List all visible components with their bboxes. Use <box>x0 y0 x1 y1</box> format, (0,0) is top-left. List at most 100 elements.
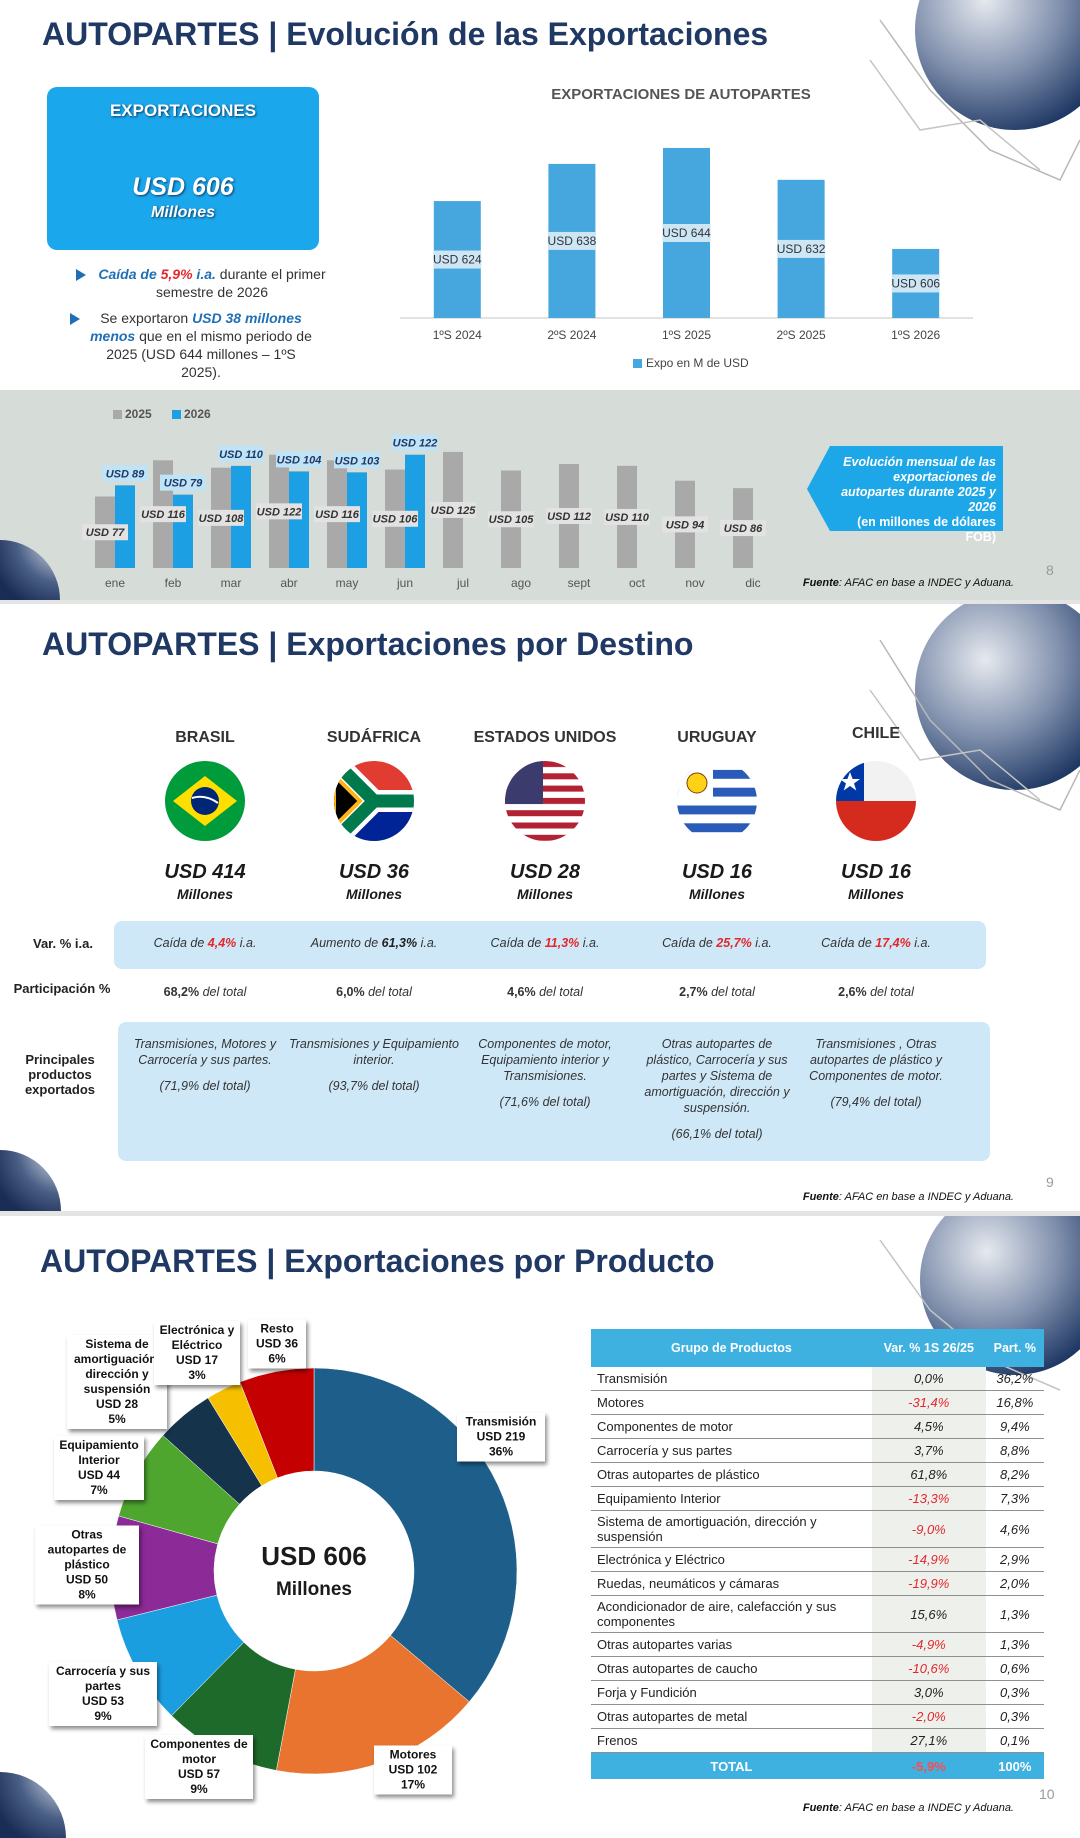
network-line <box>879 19 1080 181</box>
variation-text: i.a. <box>751 936 772 950</box>
value-label: USD 77 <box>86 527 125 539</box>
decoration <box>165 761 245 841</box>
page-number: 10 <box>1039 1786 1055 1802</box>
value-label-bg <box>433 250 482 269</box>
slice-percent: 9% <box>190 1782 208 1796</box>
bullet: Se exportaron USD 38 millones menos que … <box>86 309 316 381</box>
table-cell: 0,0% <box>871 1367 986 1391</box>
header-cell: Var. % 1S 26/25 <box>871 1329 986 1367</box>
box-value: USD 606 <box>132 173 234 201</box>
x-tick-label: ago <box>511 576 531 590</box>
value-label: USD 110 <box>605 512 650 524</box>
table-header: Grupo de Productos Var. % 1S 26/25 Part. % <box>591 1329 1044 1367</box>
bullet-marker <box>76 269 86 281</box>
slice-value: USD 28 <box>95 1397 139 1411</box>
country-amount: USD 16 <box>840 861 912 883</box>
table-row: Equipamiento Interior -13,3% 7,3% <box>591 1486 1044 1511</box>
decoration <box>0 0 1080 600</box>
table-row: Sistema de amortiguación, dirección y su… <box>591 1510 1044 1548</box>
value-label-bg <box>82 524 128 541</box>
table-cell: 4,6% <box>985 1510 1044 1548</box>
value-label: USD 638 <box>548 234 597 248</box>
flag-sudafrica <box>334 761 414 841</box>
variation-text: Aumento de <box>310 936 382 950</box>
country-unit: Millones <box>688 886 746 902</box>
slice-label: Electrónica y Eléctrico USD 17 3% <box>154 1321 240 1385</box>
share-value: 6,0% <box>336 985 365 999</box>
slice-name: Resto <box>260 1321 294 1336</box>
table-cell: -10,6% <box>871 1656 986 1681</box>
table-cell: Frenos <box>591 1728 872 1753</box>
value-label: USD 644 <box>662 226 711 240</box>
flag-usa <box>505 761 585 841</box>
slice-label: Componentes de motor USD 57 9% <box>145 1735 253 1799</box>
source-label: Fuente <box>802 577 839 589</box>
table-cell: 9,4% <box>985 1414 1044 1439</box>
legend-label: Expo en M de USD <box>646 356 749 370</box>
table-cell: 2,9% <box>985 1547 1044 1572</box>
donut-slice <box>239 1367 315 1479</box>
flag-part <box>334 770 363 832</box>
source-text: : AFAC en base a INDEC y Aduana. <box>838 1802 1014 1814</box>
variation-text: Caída de <box>662 936 717 950</box>
table-cell: -2,0% <box>871 1704 986 1729</box>
table-cell: -4,9% <box>871 1632 986 1657</box>
value-label: USD 122 <box>257 506 302 518</box>
value-label: USD 116 <box>315 509 360 521</box>
source: Fuente: AFAC en base a INDEC y Aduana. <box>803 1802 1014 1814</box>
products-band <box>118 1022 990 1161</box>
slice-label: Equipamiento Interior USD 44 7% <box>54 1436 144 1500</box>
products-share: (71,9% del total) <box>159 1079 251 1093</box>
table-cell: Electrónica y Eléctrico <box>591 1547 872 1572</box>
source: Fuente: AFAC en base a INDEC y Aduana. <box>803 577 1014 589</box>
table-cell: 0,6% <box>985 1656 1044 1681</box>
flag-part <box>836 801 916 841</box>
value-label-bg <box>276 451 322 468</box>
variation-text: i.a. <box>417 936 438 950</box>
sphere <box>915 604 1080 790</box>
variation: Caída de 25,7% i.a. <box>662 936 772 950</box>
value-label: USD 125 <box>431 505 477 517</box>
table-cell: -14,9% <box>871 1547 986 1572</box>
row-label: Var. % i.a. <box>33 936 93 951</box>
source-text: : AFAC en base a INDEC y Aduana. <box>838 577 1014 589</box>
share: 68,2% del total <box>164 985 247 999</box>
table-cell: 15,6% <box>871 1595 986 1633</box>
slice-value: USD 57 <box>177 1767 221 1781</box>
donut-center-unit: Millones <box>276 1579 352 1600</box>
variation-text: Caída de <box>821 936 876 950</box>
country-name: CHILE <box>852 725 900 742</box>
variation-value: 61,3% <box>381 936 418 950</box>
variation-text: Caída de <box>490 936 545 950</box>
table-cell: Otras autopartes varias <box>591 1632 872 1657</box>
flag-uruguay <box>677 761 757 841</box>
variation: Caída de 11,3% i.a. <box>491 936 600 950</box>
share-text: del total <box>364 985 412 999</box>
slice-value: USD 44 <box>77 1468 121 1482</box>
value-label: USD 122 <box>393 438 438 450</box>
table-row: Frenos 27,1% 0,1% <box>591 1728 1044 1753</box>
share-text: del total <box>866 985 914 999</box>
value-label-bg <box>662 223 711 242</box>
slice-percent: 8% <box>78 1587 96 1602</box>
bullet-emphasis: USD 38 millones menos <box>90 310 302 344</box>
slice-value: USD 17 <box>175 1353 219 1367</box>
share-value: 4,6% <box>507 985 536 999</box>
value-label: USD 106 <box>373 514 419 526</box>
country-amount: USD 414 <box>164 861 246 883</box>
source-label: Fuente <box>802 1802 839 1814</box>
slide-title: AUTOPARTES | Evolución de las Exportacio… <box>42 16 769 52</box>
bullet-marker <box>70 313 80 325</box>
table-cell: 16,8% <box>985 1390 1044 1415</box>
table-cell: 1,3% <box>985 1632 1044 1657</box>
box-label: EXPORTACIONES <box>109 101 257 120</box>
value-label: USD 104 <box>277 454 322 466</box>
table-cell: Equipamiento Interior <box>591 1486 872 1511</box>
page-number: 8 <box>1046 562 1054 578</box>
value-label-bg <box>891 274 940 293</box>
table-row: Electrónica y Eléctrico -14,9% 2,9% <box>591 1547 1044 1572</box>
source-text: : AFAC en base a INDEC y Aduana. <box>838 1191 1014 1203</box>
country-name: BRASIL <box>175 729 235 746</box>
x-tick-label: 1ºS 2026 <box>891 328 940 342</box>
